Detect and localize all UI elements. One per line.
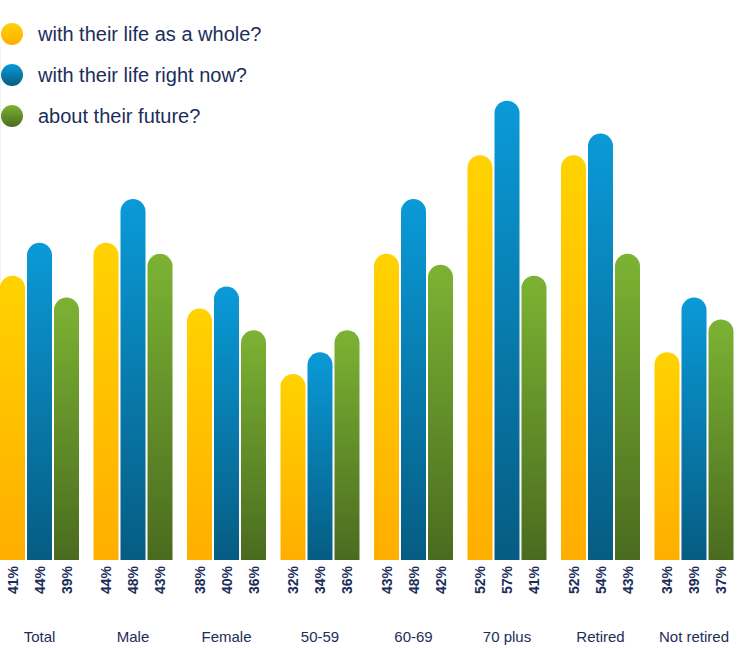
data-label: 43% <box>620 565 636 594</box>
bar <box>335 330 360 560</box>
legend-label: with their life right now? <box>37 64 247 86</box>
data-label: 39% <box>59 565 75 594</box>
bar <box>121 199 146 560</box>
bar <box>54 298 79 560</box>
data-label: 32% <box>285 565 301 594</box>
bar <box>214 287 239 560</box>
bar <box>522 276 547 560</box>
data-label: 37% <box>713 565 729 594</box>
legend-swatch <box>1 23 23 45</box>
legend-label: with their life as a whole? <box>37 23 261 45</box>
category-label: Male <box>117 628 150 645</box>
bar <box>401 199 426 560</box>
data-label: 34% <box>312 565 328 594</box>
bar <box>27 243 52 560</box>
bar <box>281 374 306 560</box>
category-label: 50-59 <box>301 628 339 645</box>
data-label: 48% <box>125 565 141 594</box>
legend: with their life as a whole? with their li… <box>1 23 261 127</box>
data-label: 40% <box>219 565 235 594</box>
data-label: 39% <box>686 565 702 594</box>
bar <box>468 155 493 560</box>
category-label: Retired <box>576 628 624 645</box>
legend-label: about their future? <box>38 105 200 127</box>
data-label: 42% <box>433 565 449 594</box>
bar <box>588 133 613 560</box>
bar <box>655 352 680 560</box>
bar <box>374 254 399 560</box>
legend-swatch <box>1 105 23 127</box>
bar <box>308 352 333 560</box>
data-label: 38% <box>192 565 208 594</box>
legend-swatch <box>1 64 23 86</box>
bars <box>0 101 734 560</box>
chart-root: 41% 44% 39% 44% 48% 43% 38% 40% 36% 32% 34% 36% 43% 4… <box>0 0 748 648</box>
bar <box>615 254 640 560</box>
data-label: 43% <box>379 565 395 594</box>
bar <box>187 308 212 560</box>
data-label: 36% <box>246 565 262 594</box>
category-label: 60-69 <box>394 628 432 645</box>
data-label: 57% <box>499 565 515 594</box>
category-label: Total <box>24 628 56 645</box>
bar <box>561 155 586 560</box>
category-label: 70 plus <box>483 628 531 645</box>
bar <box>428 265 453 560</box>
bar <box>682 298 707 560</box>
bar <box>709 319 734 560</box>
category-label: Not retired <box>659 628 729 645</box>
data-label: 41% <box>526 565 542 594</box>
data-label: 48% <box>406 565 422 594</box>
data-label: 43% <box>152 565 168 594</box>
bar <box>94 243 119 560</box>
data-label: 52% <box>472 565 488 594</box>
bar <box>241 330 266 560</box>
data-label: 41% <box>5 565 21 594</box>
data-label: 44% <box>98 565 114 594</box>
chart: 41% 44% 39% 44% 48% 43% 38% 40% 36% 32% 34% 36% 43% 4… <box>0 0 748 648</box>
data-label: 34% <box>659 565 675 594</box>
bar <box>0 276 25 560</box>
data-label: 44% <box>32 565 48 594</box>
data-labels: 41% 44% 39% 44% 48% 43% 38% 40% 36% 32% 34% 36% 43% 4… <box>5 565 730 594</box>
bar <box>495 101 520 560</box>
data-label: 54% <box>593 565 609 594</box>
data-label: 52% <box>566 565 582 594</box>
data-label: 36% <box>339 565 355 594</box>
bar <box>148 254 173 560</box>
category-label: Female <box>201 628 251 645</box>
